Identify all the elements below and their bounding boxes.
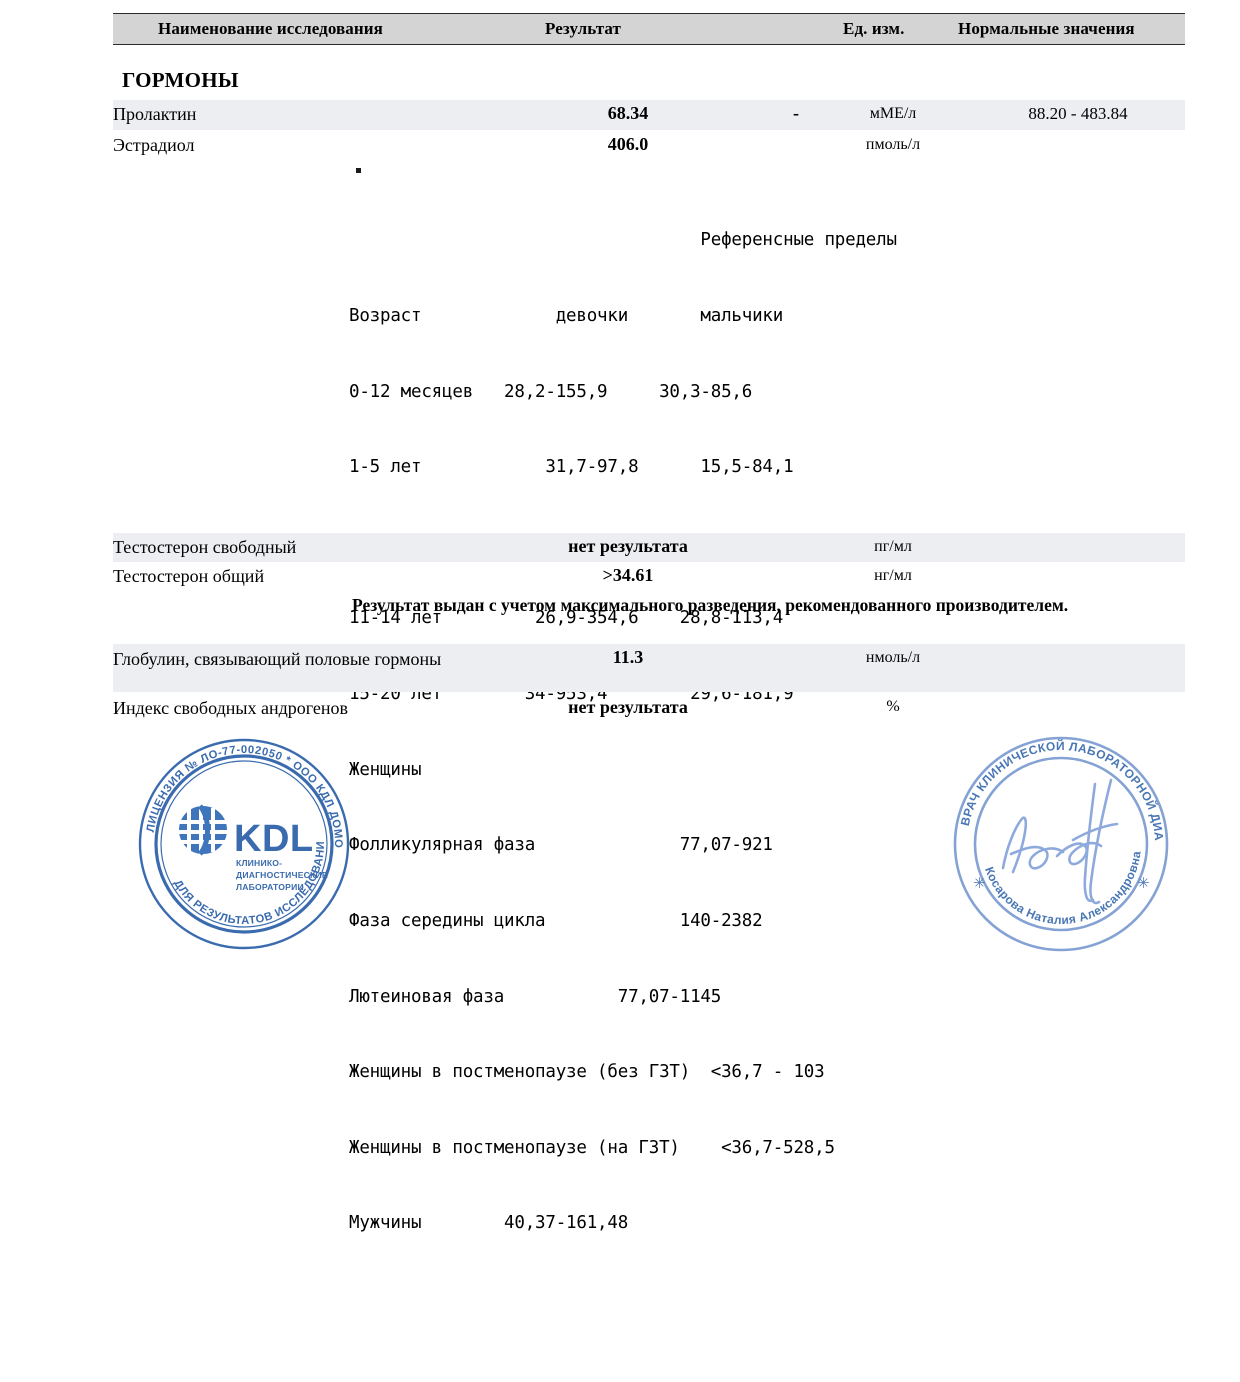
analyte-unit: нмоль/л (865, 649, 921, 666)
doctor-stamp-arc-bottom: Косарова Наталия Александровна (982, 850, 1144, 927)
analyte-unit: % (886, 698, 900, 715)
analyte-unit: пг/мл (874, 538, 912, 555)
analyte-flag: - (793, 103, 799, 123)
reference-line: Фолликулярная фаза 77,07-921 (349, 835, 773, 856)
kdl-globe-icon (177, 804, 229, 856)
lab-stamp-brand: KDL (234, 818, 314, 860)
analyte-result: >34.61 (602, 565, 654, 585)
reference-line: Мужчины 40,37-161,48 (349, 1213, 629, 1234)
analyte-result: нет результата (568, 697, 688, 717)
reference-line: Женщины в постменопаузе (на ГЗТ) <36,7-5… (349, 1137, 835, 1158)
analyte-result: нет результата (568, 536, 688, 556)
analyte-norm: 88.20 - 483.84 (1028, 104, 1128, 123)
analyte-name: Пролактин (113, 104, 197, 124)
analyte-unit: пмоль/л (865, 136, 921, 153)
analyte-name: Эстрадиол (113, 135, 195, 155)
reference-line: 0-12 месяцев 28,2-155,9 30,3-85,6 (349, 381, 753, 402)
analyte-result: 11.3 (612, 647, 644, 667)
column-header-unit: Ед. изм. (843, 19, 905, 38)
table-row: Эстрадиол 406.0 пмоль/л (113, 131, 1185, 161)
reference-line: Референсные пределы (349, 230, 897, 251)
reference-line: 11-14 лет 26,9-354,6 28,8-113,4 (349, 608, 784, 629)
column-header-name: Наименование исследования (158, 19, 383, 38)
reference-line: Возраст девочки мальчики (349, 306, 784, 327)
doctor-stamp: ВРАЧ КЛИНИЧЕСКОЙ ЛАБОРАТОРНОЙ ДИАГНОСТИК… (945, 728, 1177, 960)
table-row: Индекс свободных андрогенов нет результа… (113, 694, 1185, 724)
lab-stamp: ЛИЦЕНЗИЯ № ЛО-77-002050 * ООО КДЛ ДОМОДЕ… (133, 733, 355, 955)
reference-line: 1-5 лет 31,7-97,8 15,5-84,1 (349, 457, 794, 478)
analyte-unit: мМЕ/л (869, 105, 917, 122)
result-note: Результат выдан с учетом максимального р… (352, 595, 1069, 615)
analyte-result: 68.34 (607, 103, 649, 123)
star-glyph-right: ✳ (1137, 875, 1150, 892)
reference-line: Лютеиновая фаза 77,07-1145 (349, 986, 722, 1007)
ink-dot-artifact (356, 168, 361, 173)
column-header-norm: Нормальные значения (958, 19, 1135, 38)
reference-line: Женщины в постменопаузе (без ГЗТ) <36,7 … (349, 1062, 825, 1083)
reference-ranges-block: Референсные пределы Возраст девочки маль… (349, 178, 897, 1287)
analyte-name: Глобулин, связывающий половые гормоны (113, 649, 442, 669)
lab-stamp-subtitle-3: ЛАБОРАТОРИИ (236, 882, 304, 892)
lab-stamp-subtitle-2: ДИАГНОСТИЧЕСКИЕ (236, 870, 328, 880)
analyte-name: Тестостерон свободный (113, 537, 297, 557)
table-row: Тестостерон общий >34.61 нг/мл (113, 562, 1185, 591)
table-row: Глобулин, связывающий половые гормоны 11… (113, 644, 1185, 692)
table-header-bar: Наименование исследования Результат Ед. … (113, 13, 1185, 45)
signature-mark (1001, 778, 1119, 905)
analyte-name: Тестостерон общий (113, 566, 265, 586)
table-row: Пролактин 68.34 - мМЕ/л 88.20 - 483.84 (113, 100, 1185, 130)
reference-line: Фаза середины цикла 140-2382 (349, 910, 763, 931)
column-header-result: Результат (545, 19, 622, 38)
analyte-result: 406.0 (607, 134, 649, 154)
section-title-hormones: ГОРМОНЫ (122, 68, 239, 92)
lab-stamp-subtitle-1: КЛИНИКО- (236, 858, 282, 868)
table-row: Тестостерон свободный нет результата пг/… (113, 533, 1185, 562)
reference-line: Женщины (349, 759, 422, 780)
analyte-name: Индекс свободных андрогенов (113, 698, 349, 718)
analyte-unit: нг/мл (874, 567, 912, 584)
star-glyph-left: ✳ (973, 875, 986, 892)
